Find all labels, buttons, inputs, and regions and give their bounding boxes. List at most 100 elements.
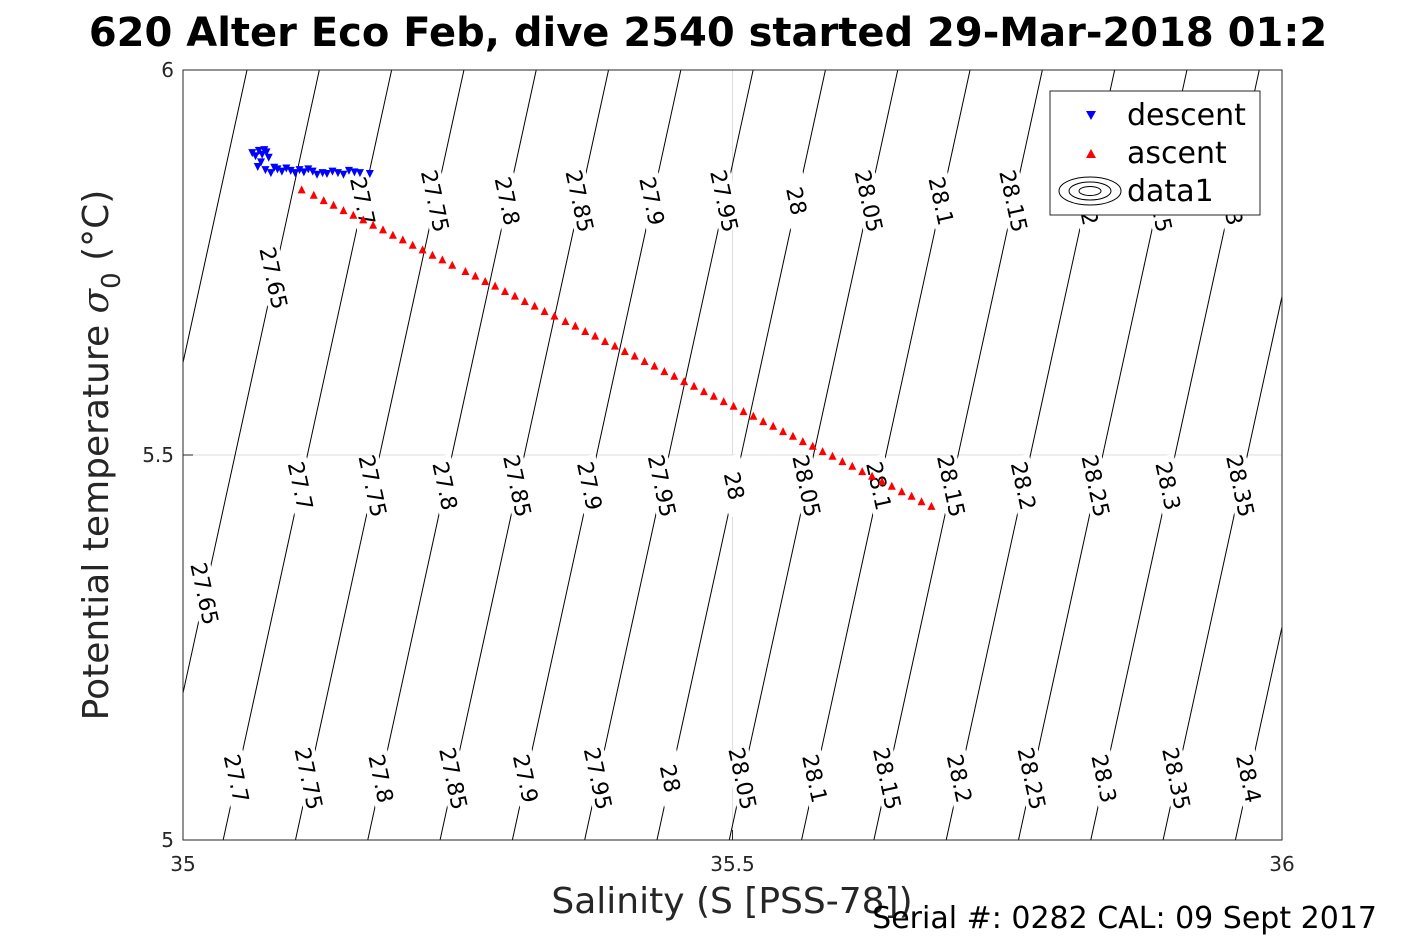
contour-label-2-14: 28.4 bbox=[1230, 746, 1268, 811]
ascent-point-40 bbox=[699, 387, 708, 396]
x-axis-label: Salinity (S [PSS-78]) bbox=[551, 881, 912, 922]
contour-label-2-10: 28.2 bbox=[941, 746, 978, 811]
contour-label-1-8: 28.05 bbox=[786, 453, 825, 520]
contour-label-0-8: 28 bbox=[778, 169, 815, 233]
ascent-point-44 bbox=[739, 407, 748, 416]
contour-label-text: 28.2 bbox=[1005, 460, 1040, 513]
contour-label-0-4: 27.8 bbox=[489, 169, 526, 233]
contour-label-0-11: 28.15 bbox=[993, 168, 1032, 235]
legend: descent ascent data1 bbox=[1049, 90, 1261, 216]
ascent-point-60 bbox=[897, 487, 906, 496]
contour-label-text: 27.9 bbox=[633, 175, 668, 228]
contour-label-text: 28.3 bbox=[1149, 460, 1184, 513]
ascent-point-45 bbox=[749, 411, 758, 420]
y-tick-label-2: 6 bbox=[161, 58, 174, 82]
contour-label-0-5: 27.85 bbox=[559, 168, 599, 235]
ascent-point-34 bbox=[640, 357, 649, 366]
contour-label-text: 28.4 bbox=[1230, 752, 1265, 805]
axis-ticks: 35 35.5 36 5 5.5 6 bbox=[142, 58, 1295, 876]
y-tick-label-1: 5.5 bbox=[142, 443, 174, 467]
y-tick-label-0: 5 bbox=[161, 828, 174, 852]
ascent-point-18 bbox=[481, 276, 490, 285]
ascent-point-36 bbox=[660, 367, 669, 376]
contour-label-2-7: 28.05 bbox=[722, 745, 761, 812]
ascent-point-55 bbox=[848, 461, 857, 470]
chart-title: 620 Alter Eco Feb, dive 2540 started 29-… bbox=[89, 10, 1327, 56]
descent-point-12 bbox=[273, 165, 282, 174]
ascent-point-26 bbox=[561, 317, 570, 326]
contour-label-1-10: 28.15 bbox=[931, 453, 970, 520]
contour-label-text: 27.7 bbox=[282, 460, 317, 513]
contour-label-text: 28.05 bbox=[722, 745, 760, 812]
descent-point-17 bbox=[295, 166, 304, 175]
ascent-point-59 bbox=[887, 481, 896, 490]
contour-label-text: 27.65 bbox=[184, 560, 222, 627]
ascent-point-25 bbox=[550, 311, 559, 320]
footer-serial-cal: Serial #: 0282 CAL: 09 Sept 2017 bbox=[872, 901, 1377, 936]
ascent-point-14 bbox=[438, 255, 447, 264]
contour-label-text: 27.8 bbox=[362, 752, 397, 805]
contour-label-2-3: 27.85 bbox=[433, 745, 472, 812]
ascent-point-61 bbox=[907, 491, 916, 500]
y-axis-label-unit: (°C) bbox=[76, 190, 117, 273]
ascent-point-43 bbox=[729, 401, 738, 410]
ascent-point-41 bbox=[709, 391, 718, 400]
ascent-point-35 bbox=[650, 361, 659, 370]
descent-point-13 bbox=[277, 167, 286, 176]
contour-label-0-7: 27.95 bbox=[704, 168, 743, 235]
ascent-point-46 bbox=[759, 417, 768, 426]
ascent-point-29 bbox=[591, 331, 600, 340]
ascent-point-58 bbox=[877, 477, 886, 486]
contour-label-text: 28.35 bbox=[1156, 745, 1194, 812]
contour-label-text: 27.8 bbox=[489, 175, 524, 228]
contour-line-0 bbox=[182, 69, 248, 363]
ascent-point-2 bbox=[319, 196, 328, 205]
contour-label-text: 27.75 bbox=[289, 745, 327, 812]
descent-point-16 bbox=[291, 169, 300, 178]
descent-point-14 bbox=[282, 164, 291, 173]
contour-label-1-1: 27.7 bbox=[282, 453, 319, 518]
contour-label-text: 28 bbox=[718, 470, 748, 503]
ascent-point-63 bbox=[927, 501, 936, 510]
ascent-point-13 bbox=[428, 250, 437, 259]
contour-line-16 bbox=[1234, 626, 1283, 841]
contour-label-text: 28.05 bbox=[849, 168, 887, 235]
ascent-point-37 bbox=[670, 371, 679, 380]
ascent-point-48 bbox=[779, 427, 788, 436]
contour-label-1-13: 28.3 bbox=[1149, 453, 1187, 518]
ascent-point-56 bbox=[858, 467, 867, 476]
ascent-point-3 bbox=[329, 200, 338, 209]
y-axis-label-main: Potential temperature bbox=[76, 313, 117, 720]
series-descent bbox=[248, 146, 374, 179]
legend-descent-marker bbox=[1086, 111, 1096, 120]
ascent-point-4 bbox=[339, 206, 348, 215]
ascent-point-15 bbox=[448, 260, 457, 269]
contour-label-text: 27.95 bbox=[578, 745, 616, 812]
contour-label-text: 27.95 bbox=[642, 453, 680, 520]
contour-label-text: 28.3 bbox=[1085, 752, 1120, 805]
descent-point-26 bbox=[339, 170, 348, 179]
contour-label-text: 27.85 bbox=[433, 745, 471, 812]
ascent-point-16 bbox=[461, 266, 470, 275]
ascent-point-38 bbox=[680, 377, 689, 386]
contour-label-1-11: 28.2 bbox=[1005, 453, 1042, 518]
legend-data1-label: data1 bbox=[1127, 174, 1214, 209]
ascent-point-52 bbox=[818, 447, 827, 456]
contour-label-text: 27.95 bbox=[704, 168, 742, 235]
descent-point-15 bbox=[286, 166, 295, 175]
contour-label-text: 27.85 bbox=[497, 453, 535, 520]
descent-point-5 bbox=[262, 148, 271, 157]
descent-point-8 bbox=[253, 163, 262, 172]
descent-point-6 bbox=[264, 153, 273, 162]
contour-label-1-12: 28.25 bbox=[1076, 453, 1115, 520]
descent-point-9 bbox=[261, 166, 270, 175]
descent-point-21 bbox=[313, 170, 322, 179]
contour-label-text: 27.8 bbox=[426, 460, 461, 513]
contour-label-1-7: 28 bbox=[716, 453, 753, 518]
contour-label-0-10: 28.1 bbox=[922, 169, 960, 233]
contour-label-1-3: 27.8 bbox=[426, 453, 464, 518]
legend-descent-label: descent bbox=[1127, 98, 1246, 133]
contour-label-text: 28.1 bbox=[922, 175, 957, 228]
ascent-point-42 bbox=[719, 397, 728, 406]
contour-label-1-6: 27.95 bbox=[642, 453, 681, 520]
